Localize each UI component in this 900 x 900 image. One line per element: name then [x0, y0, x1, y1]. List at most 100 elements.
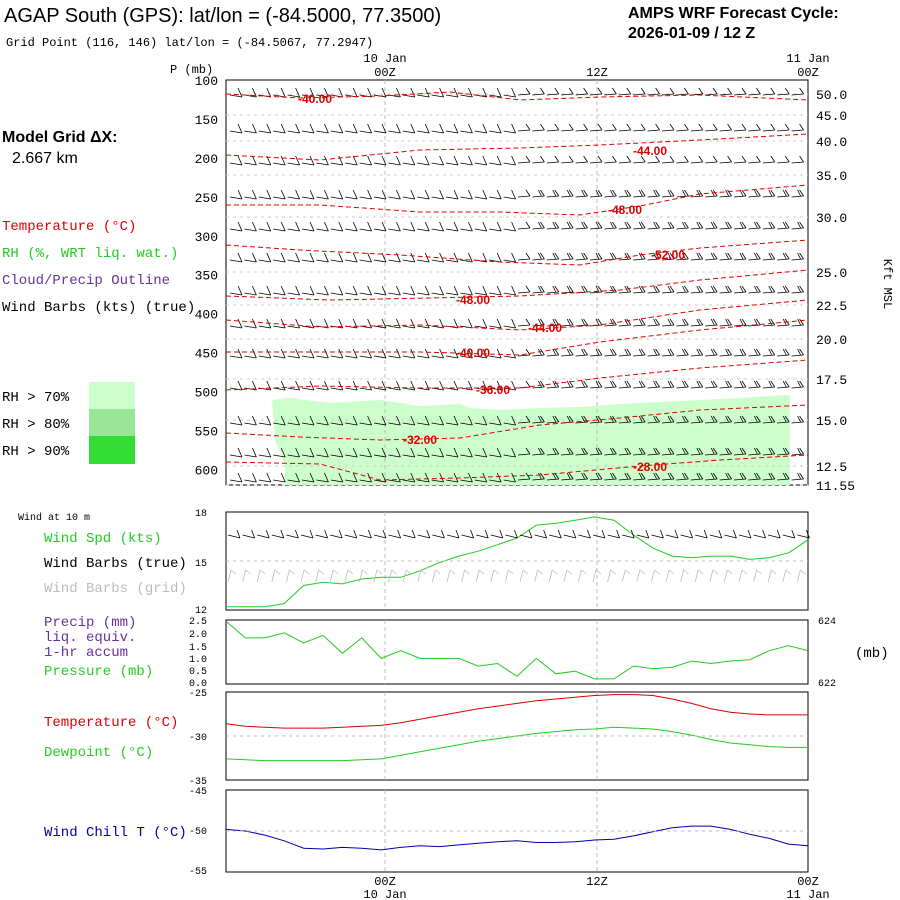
barb-flag — [667, 348, 672, 356]
barb-flag — [768, 447, 773, 455]
barb-flag — [332, 569, 339, 575]
barb-flag — [667, 380, 672, 388]
wind-barb — [345, 87, 358, 98]
barb-staff — [762, 258, 775, 261]
wind-barb — [460, 447, 473, 458]
barb-flag — [626, 348, 632, 356]
wind-barb — [330, 380, 344, 391]
barb-flag — [566, 285, 571, 293]
barb-flag — [741, 285, 747, 293]
barb-flag — [756, 155, 761, 163]
wind-barb — [402, 123, 416, 134]
barb-staff — [431, 479, 444, 483]
barb-flag — [626, 252, 632, 260]
wind-barb — [561, 252, 574, 261]
barb-staff — [724, 534, 737, 539]
barb-flag — [754, 318, 758, 326]
wind-barb — [474, 285, 488, 296]
barb-flag — [424, 189, 430, 200]
barb-staff — [229, 387, 243, 391]
wind-barb — [690, 155, 704, 164]
barb-flag — [626, 155, 632, 163]
wind-barb — [719, 285, 732, 294]
barb-staff — [316, 292, 329, 296]
wind-barb — [561, 87, 574, 96]
wind-barb — [748, 318, 761, 327]
barb-staff — [748, 453, 761, 456]
wind-barb — [777, 380, 790, 389]
barb-staff — [345, 454, 358, 458]
barb-flag — [696, 252, 701, 260]
barb-staff — [301, 479, 315, 483]
barb-staff — [403, 534, 416, 539]
barb-flag — [318, 569, 324, 575]
wind-barb — [575, 318, 588, 327]
barb-staff — [748, 324, 761, 327]
barb-flag — [566, 189, 571, 197]
barb-staff — [517, 421, 531, 424]
wind-barb — [748, 221, 761, 230]
barb-flag — [309, 348, 315, 359]
barb-flag — [727, 472, 732, 480]
barb-flag — [252, 123, 257, 134]
barb-staff — [604, 291, 617, 294]
barb-staff — [633, 93, 646, 96]
barb-staff — [575, 161, 588, 164]
barb-flag — [266, 348, 272, 359]
barb-flag — [367, 380, 372, 391]
temperature-contour-label: -40.00 — [298, 92, 332, 106]
barb-staff — [287, 479, 300, 483]
wind-barb — [676, 380, 689, 389]
barb-staff — [402, 292, 415, 296]
barb-flag — [712, 472, 718, 480]
precip-frame — [225, 619, 809, 685]
barb-staff — [690, 291, 703, 294]
wind-barb — [330, 447, 344, 458]
grid-wind-barb — [519, 569, 529, 583]
wind-barbs-layer — [229, 87, 804, 483]
wind-barb — [330, 87, 344, 98]
barb-staff — [474, 325, 487, 329]
barb-flag — [581, 569, 587, 575]
barb-flag — [710, 415, 715, 423]
barb-flag — [453, 221, 459, 232]
wind-barb — [791, 472, 804, 481]
barb-flag — [626, 221, 632, 229]
barb-staff — [301, 292, 315, 296]
barb-flag — [511, 447, 516, 458]
barb-flag — [768, 415, 773, 423]
barb-staff — [273, 162, 286, 166]
wind-barb — [561, 472, 574, 481]
barb-flag — [540, 380, 545, 388]
barb-flag — [698, 252, 704, 260]
barb-staff — [733, 195, 747, 198]
barb-flag — [581, 472, 585, 480]
model-grid-value: 2.667 km — [12, 150, 78, 167]
wind-barb — [777, 189, 790, 198]
barb-staff — [316, 355, 329, 359]
surface-wind-barb — [607, 529, 620, 539]
barb-flag — [684, 318, 689, 326]
wind-barb — [546, 318, 560, 327]
barb-flag — [667, 472, 672, 480]
barb-staff — [446, 569, 451, 583]
barb-staff — [330, 355, 343, 359]
wind-barb — [359, 285, 372, 296]
barb-flag — [511, 252, 516, 263]
wind-barb — [273, 348, 286, 359]
barb-flag — [612, 285, 617, 293]
barb-flag — [566, 380, 571, 388]
barb-flag — [468, 189, 473, 200]
wind-barb — [445, 447, 459, 458]
wind-barb — [474, 447, 488, 458]
wind-barb — [273, 221, 286, 232]
barb-flag — [581, 447, 585, 455]
wind-barb — [373, 155, 387, 166]
barb-flag — [741, 415, 747, 423]
barb-flag — [309, 380, 315, 391]
barb-flag — [638, 348, 643, 356]
barb-staff — [575, 227, 588, 230]
barb-flag — [410, 380, 416, 391]
wind-barb — [647, 155, 660, 164]
wind-barb — [460, 221, 473, 232]
